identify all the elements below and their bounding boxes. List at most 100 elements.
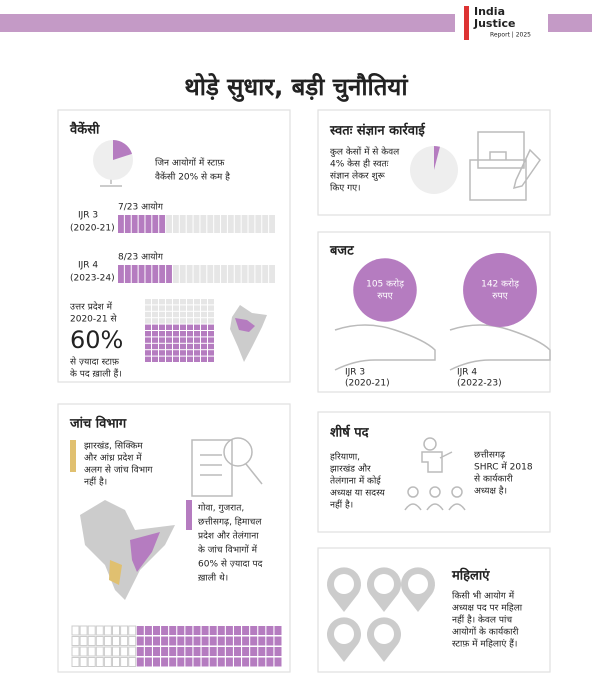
text: 4% केस ही स्वतः bbox=[330, 158, 389, 170]
waffle-cell bbox=[159, 311, 165, 318]
waffle-cell bbox=[173, 356, 179, 362]
text: नहीं है। bbox=[330, 499, 353, 511]
value-label: 142 करोड़ bbox=[481, 278, 519, 290]
waffle-cell bbox=[208, 343, 214, 350]
waffle-cell bbox=[180, 343, 186, 350]
text: कुल केसों में से केवल bbox=[330, 146, 400, 158]
waffle-cell bbox=[173, 324, 179, 330]
waffle-cell bbox=[201, 337, 207, 343]
waffle-cell bbox=[124, 265, 131, 283]
waffle-cell bbox=[180, 331, 186, 337]
panel bbox=[317, 547, 551, 673]
grid-cell bbox=[95, 636, 104, 646]
waffle-cell bbox=[194, 337, 200, 343]
pin-head bbox=[334, 624, 354, 644]
waffle-cell bbox=[131, 265, 138, 283]
waffle-cell bbox=[145, 356, 151, 362]
grid-cell bbox=[185, 626, 193, 635]
text: नहीं है। केवल पांच bbox=[452, 614, 512, 626]
waffle-cell bbox=[201, 305, 207, 311]
grid-cell bbox=[128, 657, 137, 667]
heading: जांच विभाग bbox=[69, 416, 127, 432]
grid-cell bbox=[144, 647, 152, 656]
waffle-cell bbox=[179, 215, 186, 233]
grid-cell bbox=[234, 657, 241, 667]
waffle-cell bbox=[269, 215, 275, 233]
map-highlight bbox=[130, 532, 160, 572]
text: झारखंड और bbox=[330, 463, 371, 475]
waffle-cell bbox=[241, 265, 248, 283]
grid-cell bbox=[112, 636, 120, 646]
waffle-cell bbox=[187, 311, 193, 318]
waffle-cell bbox=[159, 265, 166, 283]
waffle-cell bbox=[152, 324, 158, 330]
waffle-cell bbox=[173, 331, 179, 337]
grid-cell bbox=[225, 647, 233, 656]
waffle-cell bbox=[221, 215, 227, 233]
waffle-cell bbox=[194, 331, 200, 337]
grid-cell bbox=[266, 657, 274, 667]
podium-icon bbox=[404, 437, 466, 511]
grid-cell bbox=[201, 657, 209, 667]
waffle-cell bbox=[208, 350, 214, 356]
grid-cell bbox=[201, 636, 209, 646]
waffle-cell bbox=[227, 265, 234, 283]
grid-cell bbox=[258, 657, 266, 667]
waffle-cell bbox=[186, 265, 193, 283]
waffle-cell bbox=[173, 350, 179, 356]
waffle-cell bbox=[194, 350, 200, 356]
waffle-cell bbox=[207, 265, 214, 283]
grid-cell bbox=[258, 636, 266, 646]
text: अध्यक्ष पद पर महिला bbox=[452, 602, 523, 614]
title: थोड़े सुधार, बड़ी चुनौतियां bbox=[184, 73, 408, 102]
grid-cell bbox=[153, 626, 160, 635]
grid-cell bbox=[103, 646, 112, 657]
pin-head bbox=[334, 574, 354, 594]
grid-cell bbox=[242, 636, 250, 646]
waffle-cell bbox=[152, 331, 158, 337]
waffle-cell bbox=[159, 324, 165, 330]
waffle-cell bbox=[193, 265, 200, 283]
waffle-cell bbox=[159, 331, 165, 337]
grid-cell bbox=[112, 657, 120, 667]
waffle-cell bbox=[208, 299, 214, 305]
logo: Report | 2025 bbox=[490, 32, 531, 39]
waffle-cell bbox=[166, 265, 172, 283]
waffle-cell bbox=[255, 265, 262, 283]
waffle-cell bbox=[145, 311, 151, 318]
grid-cell bbox=[87, 625, 96, 636]
waffle-cell bbox=[221, 265, 227, 283]
pin-head bbox=[374, 624, 394, 644]
waffle-cell bbox=[208, 305, 214, 311]
text: स्टाफ़ में महिलाएं हैं। bbox=[452, 638, 517, 650]
grid-cell bbox=[177, 647, 185, 656]
waffle-cell bbox=[166, 324, 172, 330]
waffle-cell bbox=[152, 343, 158, 350]
waffle-cell bbox=[131, 215, 138, 233]
text: ख़ाली थे। bbox=[198, 572, 228, 584]
waffle-cell bbox=[187, 337, 193, 343]
text: अलग से जांच विभाग bbox=[84, 464, 153, 476]
unit: रुपए bbox=[377, 292, 393, 302]
waffle-cell bbox=[180, 350, 186, 356]
waffle-cell bbox=[179, 265, 186, 283]
grid-cell bbox=[201, 626, 209, 635]
waffle-cell bbox=[152, 215, 159, 233]
waffle-cell bbox=[152, 311, 158, 318]
waffle-cell bbox=[145, 299, 151, 305]
grid-cell bbox=[136, 647, 144, 656]
heading: महिलाएं bbox=[451, 568, 490, 584]
grid-cell bbox=[71, 657, 80, 667]
grid-cell bbox=[177, 636, 185, 646]
pin-icons bbox=[327, 567, 435, 662]
waffle-cell bbox=[166, 350, 172, 356]
grid-cell bbox=[217, 657, 225, 667]
grid-cell bbox=[79, 646, 88, 657]
value-label: 105 करोड़ bbox=[366, 278, 404, 290]
grid-cell bbox=[234, 647, 241, 656]
grid-cell bbox=[128, 646, 137, 657]
waffle-cell bbox=[159, 343, 165, 350]
waffle-cell bbox=[145, 324, 151, 330]
heading: स्वतः संज्ञान कार्रवाई bbox=[329, 123, 426, 139]
waffle-cell bbox=[152, 265, 159, 283]
